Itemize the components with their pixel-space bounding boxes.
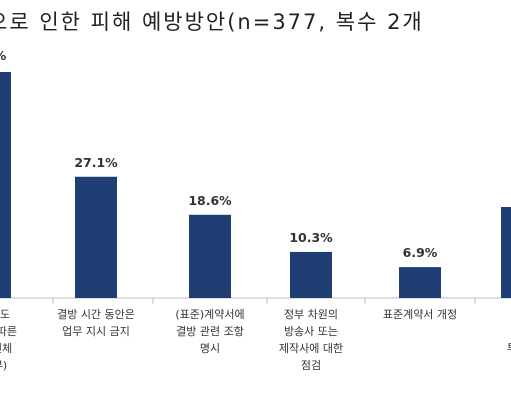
bar-5 [399, 267, 441, 298]
data-label-2: 27.1% [74, 155, 118, 170]
bar-2 [75, 176, 117, 298]
category-label-2: 결방 시간 동안은 업무 지시 금지 [57, 308, 135, 338]
category-label-5: 표준계약서 개정 [383, 307, 457, 321]
data-label-4: 10.3% [289, 230, 333, 245]
bar-3 [189, 214, 231, 298]
category-label-1: 에도에 따른(전체부) [0, 308, 17, 372]
category-label-3: (표준)계약서에 결방 관련 조항 명시 [175, 307, 244, 355]
data-label-5: 6.9% [403, 245, 438, 260]
data-label-3: 18.6% [188, 193, 232, 208]
bar-4 [290, 251, 332, 298]
data-label-1: % [0, 48, 7, 63]
chart-title: 으로 인한 피해 예방방안(n=377, 복수 2개 [0, 10, 424, 34]
bar-6 [501, 207, 511, 298]
category-label-4: 정부 차원의 방송사 또는 제작사에 대한 점검 [279, 308, 343, 372]
category-label-6: 프로기획투입되 [507, 308, 511, 355]
bar-1 [0, 72, 11, 298]
